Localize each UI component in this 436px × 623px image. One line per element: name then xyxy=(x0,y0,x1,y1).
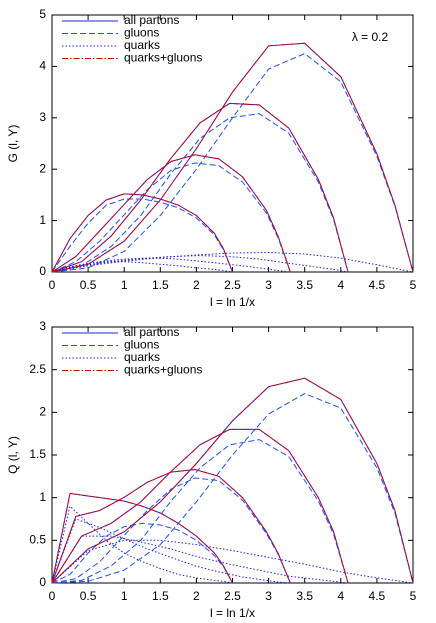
curve xyxy=(51,251,414,273)
curve xyxy=(51,162,291,273)
x-tick-label: 5 xyxy=(410,278,417,292)
y-tick-label: 1 xyxy=(39,490,46,504)
y-tick-label: 2 xyxy=(39,405,46,419)
x-tick-label: 4.5 xyxy=(369,278,386,292)
curve xyxy=(51,539,414,584)
x-tick-label: 1.5 xyxy=(152,278,169,292)
legend-label: all partons xyxy=(124,13,179,27)
x-tick-label: 0.5 xyxy=(80,589,97,603)
curve xyxy=(51,198,233,273)
x-tick-label: 3.5 xyxy=(296,589,313,603)
x-tick-label: 1 xyxy=(121,278,128,292)
y-axis-label: G (l, Y) xyxy=(6,125,20,163)
legend-label: quarks xyxy=(124,38,160,52)
x-tick-label: 5 xyxy=(410,589,417,603)
curve xyxy=(51,377,414,584)
plot-frame xyxy=(51,326,414,584)
curve xyxy=(51,257,291,273)
legend-label: quarks+gluons xyxy=(124,363,202,377)
x-tick-label: 1.5 xyxy=(152,589,169,603)
curve xyxy=(51,102,349,273)
x-tick-label: 4.5 xyxy=(369,589,386,603)
curve xyxy=(51,113,349,273)
curve xyxy=(51,255,349,273)
y-tick-label: 3 xyxy=(39,319,46,333)
x-tick-label: 1 xyxy=(121,589,128,603)
curve xyxy=(51,518,291,584)
curve xyxy=(51,393,414,584)
curve xyxy=(51,428,349,584)
y-tick-label: 1.5 xyxy=(29,447,46,461)
legend-label: quarks xyxy=(124,350,160,364)
x-tick-label: 2.5 xyxy=(224,278,241,292)
y-tick-label: 5 xyxy=(39,7,46,21)
x-tick-label: 3 xyxy=(265,278,272,292)
annotation: λ = 0.2 xyxy=(352,30,389,44)
y-tick-label: 2.5 xyxy=(29,362,46,376)
x-tick-label: 2 xyxy=(193,278,200,292)
curve xyxy=(51,522,233,584)
curve xyxy=(51,261,233,273)
x-tick-label: 3 xyxy=(265,589,272,603)
curve xyxy=(51,53,414,273)
legend-label: all partons xyxy=(124,325,179,339)
x-tick-label: 3.5 xyxy=(296,278,313,292)
y-tick-label: 0 xyxy=(39,575,46,589)
curve xyxy=(51,154,291,273)
x-tick-label: 2.5 xyxy=(224,589,241,603)
x-tick-label: 4 xyxy=(337,278,344,292)
curve xyxy=(51,477,291,584)
curve xyxy=(51,439,349,584)
y-tick-label: 2 xyxy=(39,161,46,175)
x-tick-label: 0 xyxy=(49,589,56,603)
legend-label: gluons xyxy=(124,26,159,40)
curve xyxy=(51,42,414,273)
x-tick-label: 4 xyxy=(337,589,344,603)
y-tick-label: 0.5 xyxy=(29,533,46,547)
curve xyxy=(51,468,291,584)
y-tick-label: 1 xyxy=(39,213,46,227)
curve xyxy=(51,42,414,273)
y-tick-label: 0 xyxy=(39,264,46,278)
legend-label: quarks+gluons xyxy=(124,51,202,65)
legend-label: gluons xyxy=(124,338,159,352)
curve xyxy=(51,492,233,584)
plot-frame xyxy=(51,14,414,273)
curve xyxy=(51,102,349,273)
curve xyxy=(51,377,414,584)
curve xyxy=(51,428,349,584)
x-tick-label: 0.5 xyxy=(80,278,97,292)
curve xyxy=(51,154,291,273)
x-tick-label: 2 xyxy=(193,589,200,603)
x-axis-label: l = ln 1/x xyxy=(210,295,255,309)
y-axis-label: Q (l, Y) xyxy=(6,436,20,474)
y-tick-label: 3 xyxy=(39,110,46,124)
y-tick-label: 4 xyxy=(39,59,46,73)
x-axis-label: l = ln 1/x xyxy=(210,606,255,620)
x-tick-label: 0 xyxy=(49,278,56,292)
curve xyxy=(51,193,233,273)
curve xyxy=(51,468,291,584)
